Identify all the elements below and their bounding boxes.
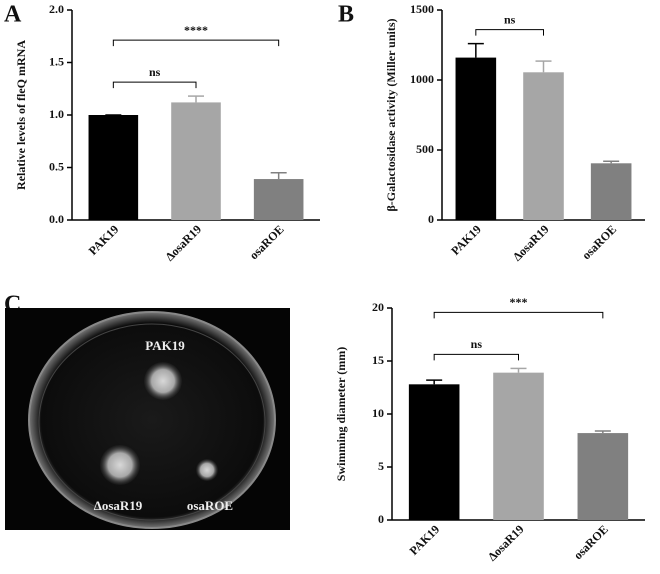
y-tick-label: 1.5 — [49, 54, 64, 68]
y-tick-label: 2.0 — [49, 2, 64, 16]
significance-label: ns — [149, 65, 161, 79]
x-tick-label: PAK19 — [407, 522, 443, 558]
x-tick-label: ΔosaR19 — [510, 222, 552, 264]
significance-bracket — [475, 29, 544, 36]
y-tick-label: 0 — [428, 212, 434, 226]
x-tick-label: ΔosaR19 — [162, 222, 204, 264]
y-tick-label: 5 — [378, 459, 384, 473]
y-tick-label: 20 — [372, 300, 384, 314]
y-tick-label: 1.0 — [49, 107, 64, 121]
plate-label: ΔosaR19 — [94, 498, 143, 513]
colony — [144, 362, 182, 400]
significance-label: ns — [471, 337, 483, 351]
bar — [88, 115, 139, 220]
y-axis-label: Swimming diameter (mm) — [334, 347, 348, 481]
y-tick-label: 1000 — [410, 72, 434, 86]
y-axis-label: β-Galactosidase activity (Miller units) — [384, 18, 398, 211]
significance-bracket — [433, 311, 604, 319]
y-tick-label: 0.0 — [49, 212, 64, 226]
x-tick-label: PAK19 — [86, 222, 122, 258]
bar — [408, 384, 460, 520]
y-tick-label: 10 — [372, 406, 384, 420]
x-tick-label: osaROE — [247, 222, 287, 262]
x-tick-label: ΔosaR19 — [485, 522, 527, 564]
significance-bracket — [433, 353, 519, 361]
bar — [253, 179, 304, 220]
significance-label: **** — [184, 23, 208, 37]
dish-rim — [38, 323, 266, 521]
y-tick-label: 0.5 — [49, 159, 64, 173]
significance-bracket — [112, 39, 280, 47]
bar — [523, 72, 564, 220]
bar — [171, 102, 221, 220]
panel-label: A — [4, 2, 22, 28]
colony — [100, 445, 140, 485]
y-axis-label: Relative levels of fleQ mRNA — [14, 40, 28, 190]
x-tick-label: osaROE — [571, 522, 611, 562]
x-tick-label: osaROE — [579, 222, 619, 262]
significance-label: *** — [510, 295, 528, 309]
plate-photo: PAK19 ΔosaR19 osaROE — [5, 308, 290, 530]
bar — [493, 372, 544, 520]
y-tick-label: 15 — [372, 353, 384, 367]
bar — [577, 433, 629, 520]
plate-label: PAK19 — [145, 338, 185, 353]
y-tick-label: 1500 — [410, 2, 434, 16]
significance-bracket — [112, 81, 197, 89]
bar — [455, 57, 497, 220]
colony — [196, 459, 218, 481]
y-tick-label: 0 — [378, 512, 384, 526]
panel-label: B — [338, 2, 354, 28]
y-tick-label: 500 — [416, 142, 434, 156]
significance-label: ns — [504, 12, 516, 26]
x-tick-label: PAK19 — [448, 222, 484, 258]
plate-label: osaROE — [187, 498, 233, 513]
bar — [590, 163, 632, 220]
